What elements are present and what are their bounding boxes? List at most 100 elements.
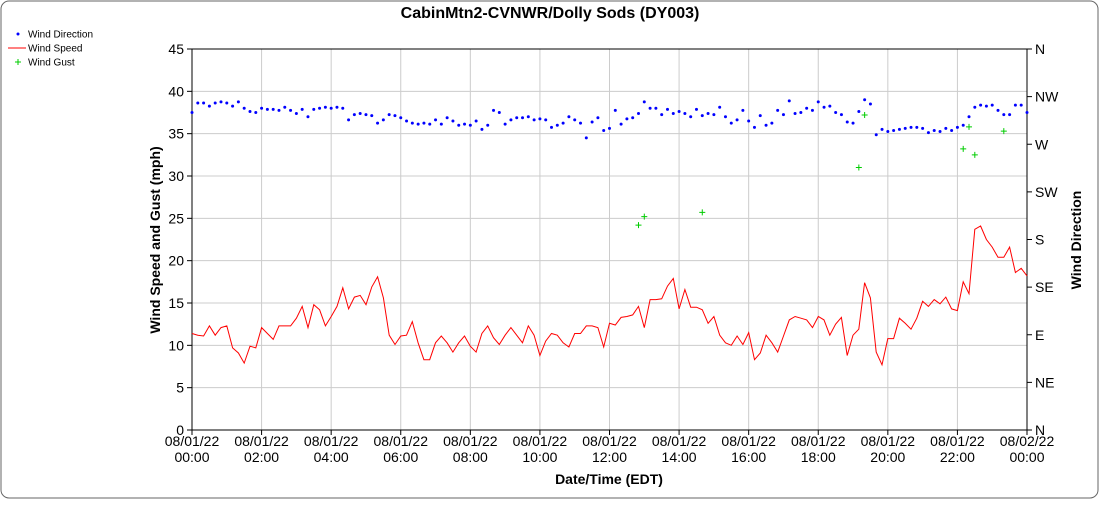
y-tick-label: 40 — [168, 83, 184, 99]
direction-point — [787, 99, 791, 103]
direction-point — [474, 119, 478, 123]
direction-point — [602, 128, 606, 132]
direction-point — [967, 115, 971, 119]
y2-tick-label: NE — [1035, 374, 1054, 390]
gust-point — [966, 123, 973, 130]
direction-point — [758, 114, 762, 118]
direction-point — [242, 106, 246, 110]
direction-point — [503, 122, 507, 126]
direction-point — [416, 122, 420, 126]
direction-point — [880, 127, 884, 131]
direction-point — [665, 107, 669, 111]
direction-point — [248, 109, 252, 113]
direction-point — [555, 123, 559, 127]
direction-point — [961, 123, 965, 127]
direction-point — [265, 107, 269, 111]
direction-point — [202, 101, 206, 105]
direction-point — [596, 116, 600, 120]
direction-point — [422, 121, 426, 125]
direction-point — [254, 111, 258, 114]
direction-point — [579, 121, 583, 125]
direction-point — [955, 125, 959, 129]
direction-point — [521, 116, 525, 120]
direction-point — [689, 115, 693, 119]
direction-point — [938, 130, 942, 134]
gust-point — [861, 112, 868, 119]
direction-point — [515, 116, 519, 120]
legend-marker — [16, 32, 20, 36]
direction-point — [944, 126, 948, 130]
gust-point — [855, 164, 862, 171]
direction-point — [892, 128, 896, 132]
direction-point — [729, 121, 733, 125]
direction-point — [677, 109, 681, 113]
direction-point — [886, 130, 890, 134]
y2-tick-label: W — [1035, 136, 1049, 152]
direction-point — [718, 105, 722, 109]
direction-point — [781, 113, 785, 117]
direction-point — [706, 112, 710, 116]
legend-label: Wind Direction — [28, 30, 93, 41]
speed-line — [191, 225, 1028, 367]
direction-point — [752, 125, 756, 129]
gust-point — [635, 222, 642, 229]
direction-point — [793, 112, 797, 116]
direction-point — [1013, 103, 1017, 107]
direction-point — [805, 106, 809, 110]
x-tick-label: 08/01/22 00:00 — [165, 433, 220, 465]
direction-point — [845, 120, 849, 124]
direction-point — [573, 118, 577, 122]
direction-point — [381, 118, 385, 122]
direction-point — [816, 100, 820, 104]
direction-point — [561, 121, 565, 125]
direction-point — [921, 126, 925, 130]
direction-point — [613, 108, 617, 112]
direction-point — [700, 114, 704, 118]
direction-point — [236, 100, 240, 104]
x-tick-label: 08/01/22 12:00 — [582, 433, 637, 465]
y-tick-label: 15 — [168, 295, 184, 311]
direction-point — [196, 101, 200, 105]
direction-point — [347, 118, 351, 122]
x-tick-label: 08/02/22 00:00 — [1000, 433, 1055, 465]
y2-tick-label: SE — [1035, 279, 1054, 295]
direction-point — [810, 108, 814, 112]
direction-point — [608, 126, 611, 130]
direction-point — [764, 123, 768, 127]
x-tick-label: 08/01/22 22:00 — [930, 433, 985, 465]
y-tick-label: 10 — [168, 337, 184, 353]
direction-point — [903, 126, 907, 130]
direction-point — [289, 108, 293, 112]
direction-point — [1008, 113, 1012, 117]
y-tick-label: 20 — [168, 253, 184, 269]
direction-point — [318, 106, 322, 110]
y-tick-label: 45 — [168, 41, 184, 57]
gust-point — [1000, 128, 1007, 135]
x-axis-title: Date/Time (EDT) — [555, 471, 663, 487]
y2-tick-label: S — [1035, 232, 1044, 248]
y2-axis-title: Wind Direction — [1068, 191, 1084, 290]
direction-point — [822, 105, 826, 109]
direction-point — [358, 112, 362, 116]
direction-point — [364, 113, 368, 117]
direction-point — [231, 104, 235, 108]
direction-point — [909, 125, 913, 129]
direction-point — [213, 101, 217, 105]
direction-point — [335, 105, 339, 109]
direction-point — [410, 121, 414, 125]
legend-label: Wind Gust — [28, 58, 75, 69]
direction-point — [260, 106, 264, 110]
direction-point — [445, 116, 449, 120]
direction-point — [584, 136, 588, 140]
direction-point — [723, 115, 727, 119]
direction-point — [225, 101, 229, 105]
direction-point — [463, 122, 467, 126]
direction-point — [863, 98, 867, 102]
x-tick-label: 08/01/22 06:00 — [374, 433, 429, 465]
direction-point — [625, 117, 629, 121]
x-tick-label: 08/01/22 20:00 — [861, 433, 916, 465]
direction-point — [996, 108, 1000, 112]
legend-marker — [15, 59, 21, 65]
